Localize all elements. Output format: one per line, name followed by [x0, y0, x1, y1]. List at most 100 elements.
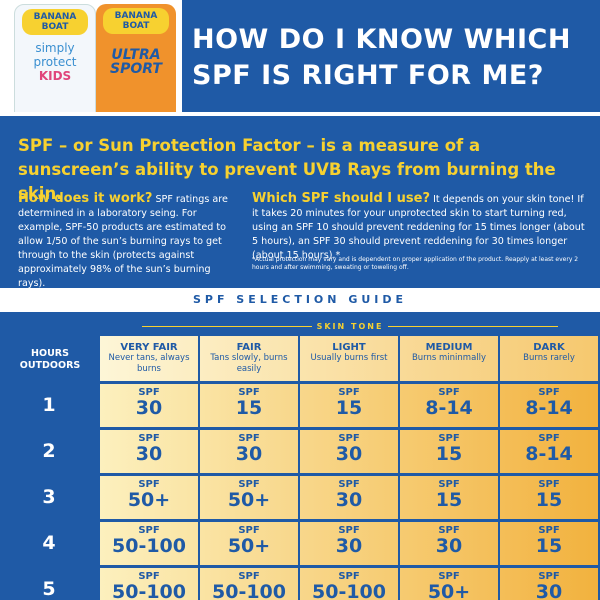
title: HOW DO I KNOW WHICH SPF IS RIGHT FOR ME? [192, 24, 571, 91]
spf-value: 30 [135, 397, 163, 419]
column-desc: Burns mininmally [411, 353, 487, 363]
column-name: VERY FAIR [120, 342, 178, 353]
spf-label: SPF [338, 387, 360, 398]
column-desc: Tans slowly, burns easily [210, 353, 288, 374]
spf-label: SPF [538, 571, 560, 582]
column-header: MEDIUM Burns mininmally [400, 336, 498, 381]
column-header: DARK Burns rarely [500, 336, 598, 381]
heading: How does it work? [18, 191, 153, 206]
spf-value: 50-100 [212, 581, 286, 600]
column-header: FAIR Tans slowly, burns easily [200, 336, 298, 381]
spf-label: SPF [238, 479, 260, 490]
cell: SPF 50-100 [100, 522, 198, 565]
left-column: How does it work? SPF ratings are determ… [18, 192, 240, 291]
spf-label: SPF [338, 525, 360, 536]
footnote: *Actual protection may vary and is depen… [252, 256, 579, 271]
spf-value: 50+ [227, 535, 271, 557]
column-name: LIGHT [332, 342, 366, 353]
cell: SPF 30 [200, 430, 298, 473]
column-name: MEDIUM [425, 342, 473, 353]
hours: 1 [42, 394, 56, 416]
text: It depends on your skin tone! If it take… [252, 194, 585, 261]
spf-label: SPF [438, 387, 460, 398]
cell: SPF 15 [300, 384, 398, 427]
spf-label: SPF [238, 571, 260, 582]
cell: SPF 30 [100, 430, 198, 473]
cell: SPF 50+ [400, 568, 498, 600]
spf-value: 30 [335, 443, 363, 465]
product-name: ULTRA SPORT [110, 47, 162, 77]
rule [141, 326, 312, 327]
bottle: BANANA BOAT simply protect KIDS [14, 4, 96, 114]
spf-label: SPF [138, 571, 160, 582]
text: SPF ratings are determined in a laborato… [18, 194, 228, 289]
cell: SPF 15 [400, 476, 498, 519]
lead: SPF – or Sun Protection Factor – is a me… [18, 136, 556, 203]
spf-value: 30 [535, 581, 563, 600]
hours: 5 [42, 578, 56, 600]
column-header: VERY FAIR Never tans, always burns [100, 336, 198, 381]
spf-value: 50-100 [312, 581, 386, 600]
spf-value: 15 [535, 489, 563, 511]
spf-value: 15 [435, 489, 463, 511]
spf-value: 15 [435, 443, 463, 465]
cell: SPF 50-100 [100, 568, 198, 600]
spf-value: 50+ [227, 489, 271, 511]
cell: SPF 15 [400, 430, 498, 473]
column-header: LIGHT Usually burns first [300, 336, 398, 381]
spf-value: 50+ [127, 489, 171, 511]
spf-value: 30 [335, 489, 363, 511]
spf-label: SPF [438, 571, 460, 582]
spf-value: 8-14 [425, 397, 473, 419]
spf-label: SPF [138, 479, 160, 490]
hours: 2 [42, 440, 56, 462]
spf-label: SPF [238, 525, 260, 536]
brand: BANANA BOAT [103, 8, 169, 34]
spf-label: SPF [538, 433, 560, 444]
bottle: BANANA BOAT ULTRA SPORT [96, 4, 176, 112]
spf-value: 15 [235, 397, 263, 419]
spf-label: SPF [338, 433, 360, 444]
group-label: SKIN TONE [100, 322, 600, 331]
guide-title: SPF SELECTION GUIDE [0, 288, 600, 312]
spf-value: 15 [335, 397, 363, 419]
cell: SPF 50+ [100, 476, 198, 519]
group: SKIN TONE [316, 322, 384, 331]
column-desc: Usually burns first [310, 353, 388, 363]
column-desc: Never tans, always burns [108, 353, 190, 374]
product-sub: KIDS [38, 69, 72, 83]
spf-value: 50+ [427, 581, 471, 600]
cell: SPF 15 [200, 384, 298, 427]
cell: SPF 8-14 [500, 384, 598, 427]
spf-label: SPF [538, 525, 560, 536]
cell: SPF 30 [300, 430, 398, 473]
cell: SPF 8-14 [400, 384, 498, 427]
cell: SPF 15 [500, 522, 598, 565]
column-name: FAIR [236, 342, 262, 353]
divider [0, 112, 600, 116]
cell: SPF 15 [500, 476, 598, 519]
cell: SPF 30 [400, 522, 498, 565]
spf-label: SPF [438, 479, 460, 490]
cell: SPF 50+ [200, 476, 298, 519]
spf-value: 8-14 [525, 397, 573, 419]
cell: SPF 8-14 [500, 430, 598, 473]
spf-label: SPF [238, 387, 260, 398]
rule [388, 326, 559, 327]
spf-value: 30 [335, 535, 363, 557]
right-column: Which SPF should I use? It depends on yo… [252, 192, 590, 263]
spf-label: SPF [138, 433, 160, 444]
spf-label: SPF [238, 433, 260, 444]
spf-label: SPF [138, 387, 160, 398]
spf-value: 30 [435, 535, 463, 557]
cell: SPF 30 [100, 384, 198, 427]
spf-value: 30 [235, 443, 263, 465]
column-name: DARK [533, 342, 565, 353]
hours: 4 [42, 532, 56, 554]
cell: SPF 50-100 [200, 568, 298, 600]
spf-value: 8-14 [525, 443, 573, 465]
spf-label: SPF [438, 525, 460, 536]
spf-label: SPF [438, 433, 460, 444]
hours: 3 [42, 486, 56, 508]
